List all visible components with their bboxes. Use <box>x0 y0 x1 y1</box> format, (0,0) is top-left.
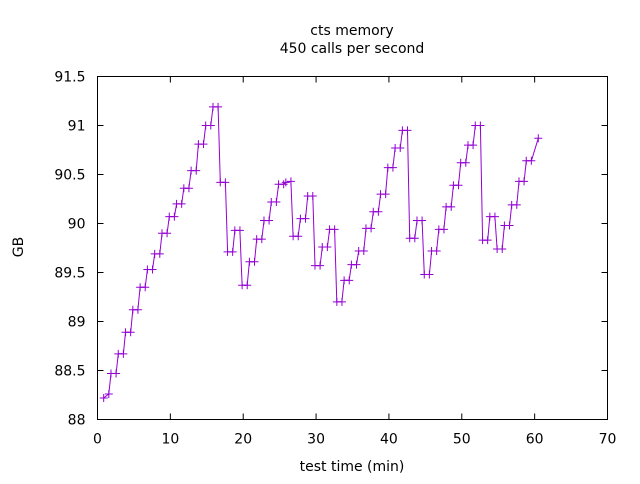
x-tick-label: 0 <box>93 432 102 448</box>
data-point <box>527 156 536 165</box>
data-point <box>133 305 142 314</box>
x-tick-label: 20 <box>234 432 252 448</box>
data-point <box>177 199 186 208</box>
data-point <box>520 177 529 186</box>
data-point <box>250 257 259 266</box>
series-cts-memory <box>99 102 543 402</box>
x-tick-label: 60 <box>526 432 544 448</box>
y-tick-label: 89.5 <box>54 266 85 282</box>
data-point <box>403 126 412 135</box>
x-tick-label: 50 <box>453 432 471 448</box>
data-point <box>447 202 456 211</box>
y-tick-label: 88 <box>68 413 86 429</box>
data-point <box>294 232 303 241</box>
data-point <box>279 180 288 189</box>
data-point <box>359 246 368 255</box>
series-line <box>103 106 539 399</box>
x-tick-label: 30 <box>307 432 325 448</box>
data-point <box>214 102 223 111</box>
data-point <box>163 229 172 238</box>
data-point <box>396 144 405 153</box>
data-point <box>272 197 281 206</box>
chart-title: cts memory <box>310 23 393 39</box>
axes: 0 10 20 30 40 50 60 70 88 88.5 89 89.5 90 90.5 91 91.5 <box>54 70 616 448</box>
data-point <box>184 184 193 193</box>
data-point <box>439 225 448 234</box>
data-point <box>330 225 339 234</box>
data-point <box>155 249 164 258</box>
data-point <box>228 247 237 256</box>
data-point <box>505 221 514 230</box>
data-point <box>301 214 310 223</box>
data-point <box>104 390 113 399</box>
data-point <box>388 163 397 172</box>
data-point <box>148 265 157 274</box>
data-point <box>352 260 361 269</box>
y-axis-label: GB <box>11 237 27 257</box>
data-point <box>476 121 485 130</box>
data-point <box>410 234 419 243</box>
data-point <box>265 216 274 225</box>
data-point <box>99 393 108 402</box>
x-tick-label: 70 <box>599 432 617 448</box>
data-point <box>286 177 295 186</box>
data-point <box>374 207 383 216</box>
data-point <box>170 212 179 221</box>
plot-border <box>97 76 608 420</box>
x-axis-label: test time (min) <box>300 459 405 475</box>
data-point <box>281 178 290 187</box>
data-point <box>206 121 215 130</box>
data-point <box>323 243 332 252</box>
data-point <box>367 224 376 233</box>
y-tick-label: 88.5 <box>54 364 85 380</box>
data-point <box>126 328 135 337</box>
y-tick-label: 90.5 <box>54 168 85 184</box>
data-point <box>345 276 354 285</box>
data-point <box>221 178 230 187</box>
data-point <box>418 216 427 225</box>
data-point <box>425 270 434 279</box>
data-point <box>461 158 470 167</box>
data-point <box>534 134 543 143</box>
y-tick-label: 91.5 <box>54 70 85 86</box>
data-point <box>498 244 507 253</box>
data-point <box>112 369 121 378</box>
data-point <box>469 141 478 150</box>
y-tick-label: 91 <box>68 119 86 135</box>
x-tick-label: 10 <box>161 432 179 448</box>
data-point <box>119 349 128 358</box>
y-tick-label: 90 <box>68 217 86 233</box>
data-point <box>512 200 521 209</box>
data-point <box>243 281 252 290</box>
data-point <box>316 261 325 270</box>
data-point <box>337 297 346 306</box>
data-point <box>432 246 441 255</box>
data-point <box>257 235 266 244</box>
data-point <box>141 283 150 292</box>
data-point <box>454 181 463 190</box>
data-point <box>308 192 317 201</box>
data-point <box>235 226 244 235</box>
y-tick-label: 89 <box>68 315 86 331</box>
chart-subtitle: 450 calls per second <box>280 41 425 57</box>
data-point <box>490 212 499 221</box>
x-tick-label: 40 <box>380 432 398 448</box>
data-point <box>199 140 208 149</box>
data-point <box>192 166 201 175</box>
data-point <box>483 236 492 245</box>
data-point <box>381 190 390 199</box>
